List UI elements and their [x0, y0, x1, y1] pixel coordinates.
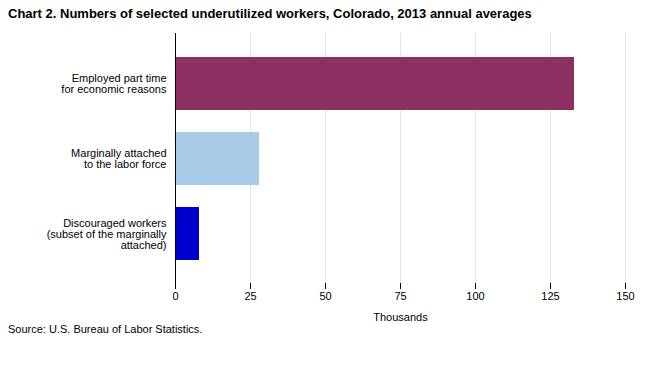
svg-text:Thousands: Thousands	[373, 311, 428, 323]
svg-text:0: 0	[172, 290, 178, 302]
svg-text:Discouraged workers(subset of: Discouraged workers(subset of the margin…	[47, 217, 167, 251]
svg-text:50: 50	[319, 290, 331, 302]
svg-text:Marginally attachedto the labo: Marginally attachedto the labor force	[71, 147, 166, 170]
svg-text:25: 25	[244, 290, 256, 302]
svg-text:125: 125	[541, 290, 559, 302]
svg-text:Employed part timefor economic: Employed part timefor economic reasons	[61, 72, 167, 95]
html-text:Chart 2. Numbers of selected u: Chart 2. Numbers of selected underutiliz…	[8, 6, 532, 21]
html-text:Source: U.S. Bureau of Labor S: Source: U.S. Bureau of Labor Statistics.	[8, 323, 203, 335]
svg-text:100: 100	[466, 290, 484, 302]
svg-text:150: 150	[616, 290, 634, 302]
svg-text:75: 75	[394, 290, 406, 302]
